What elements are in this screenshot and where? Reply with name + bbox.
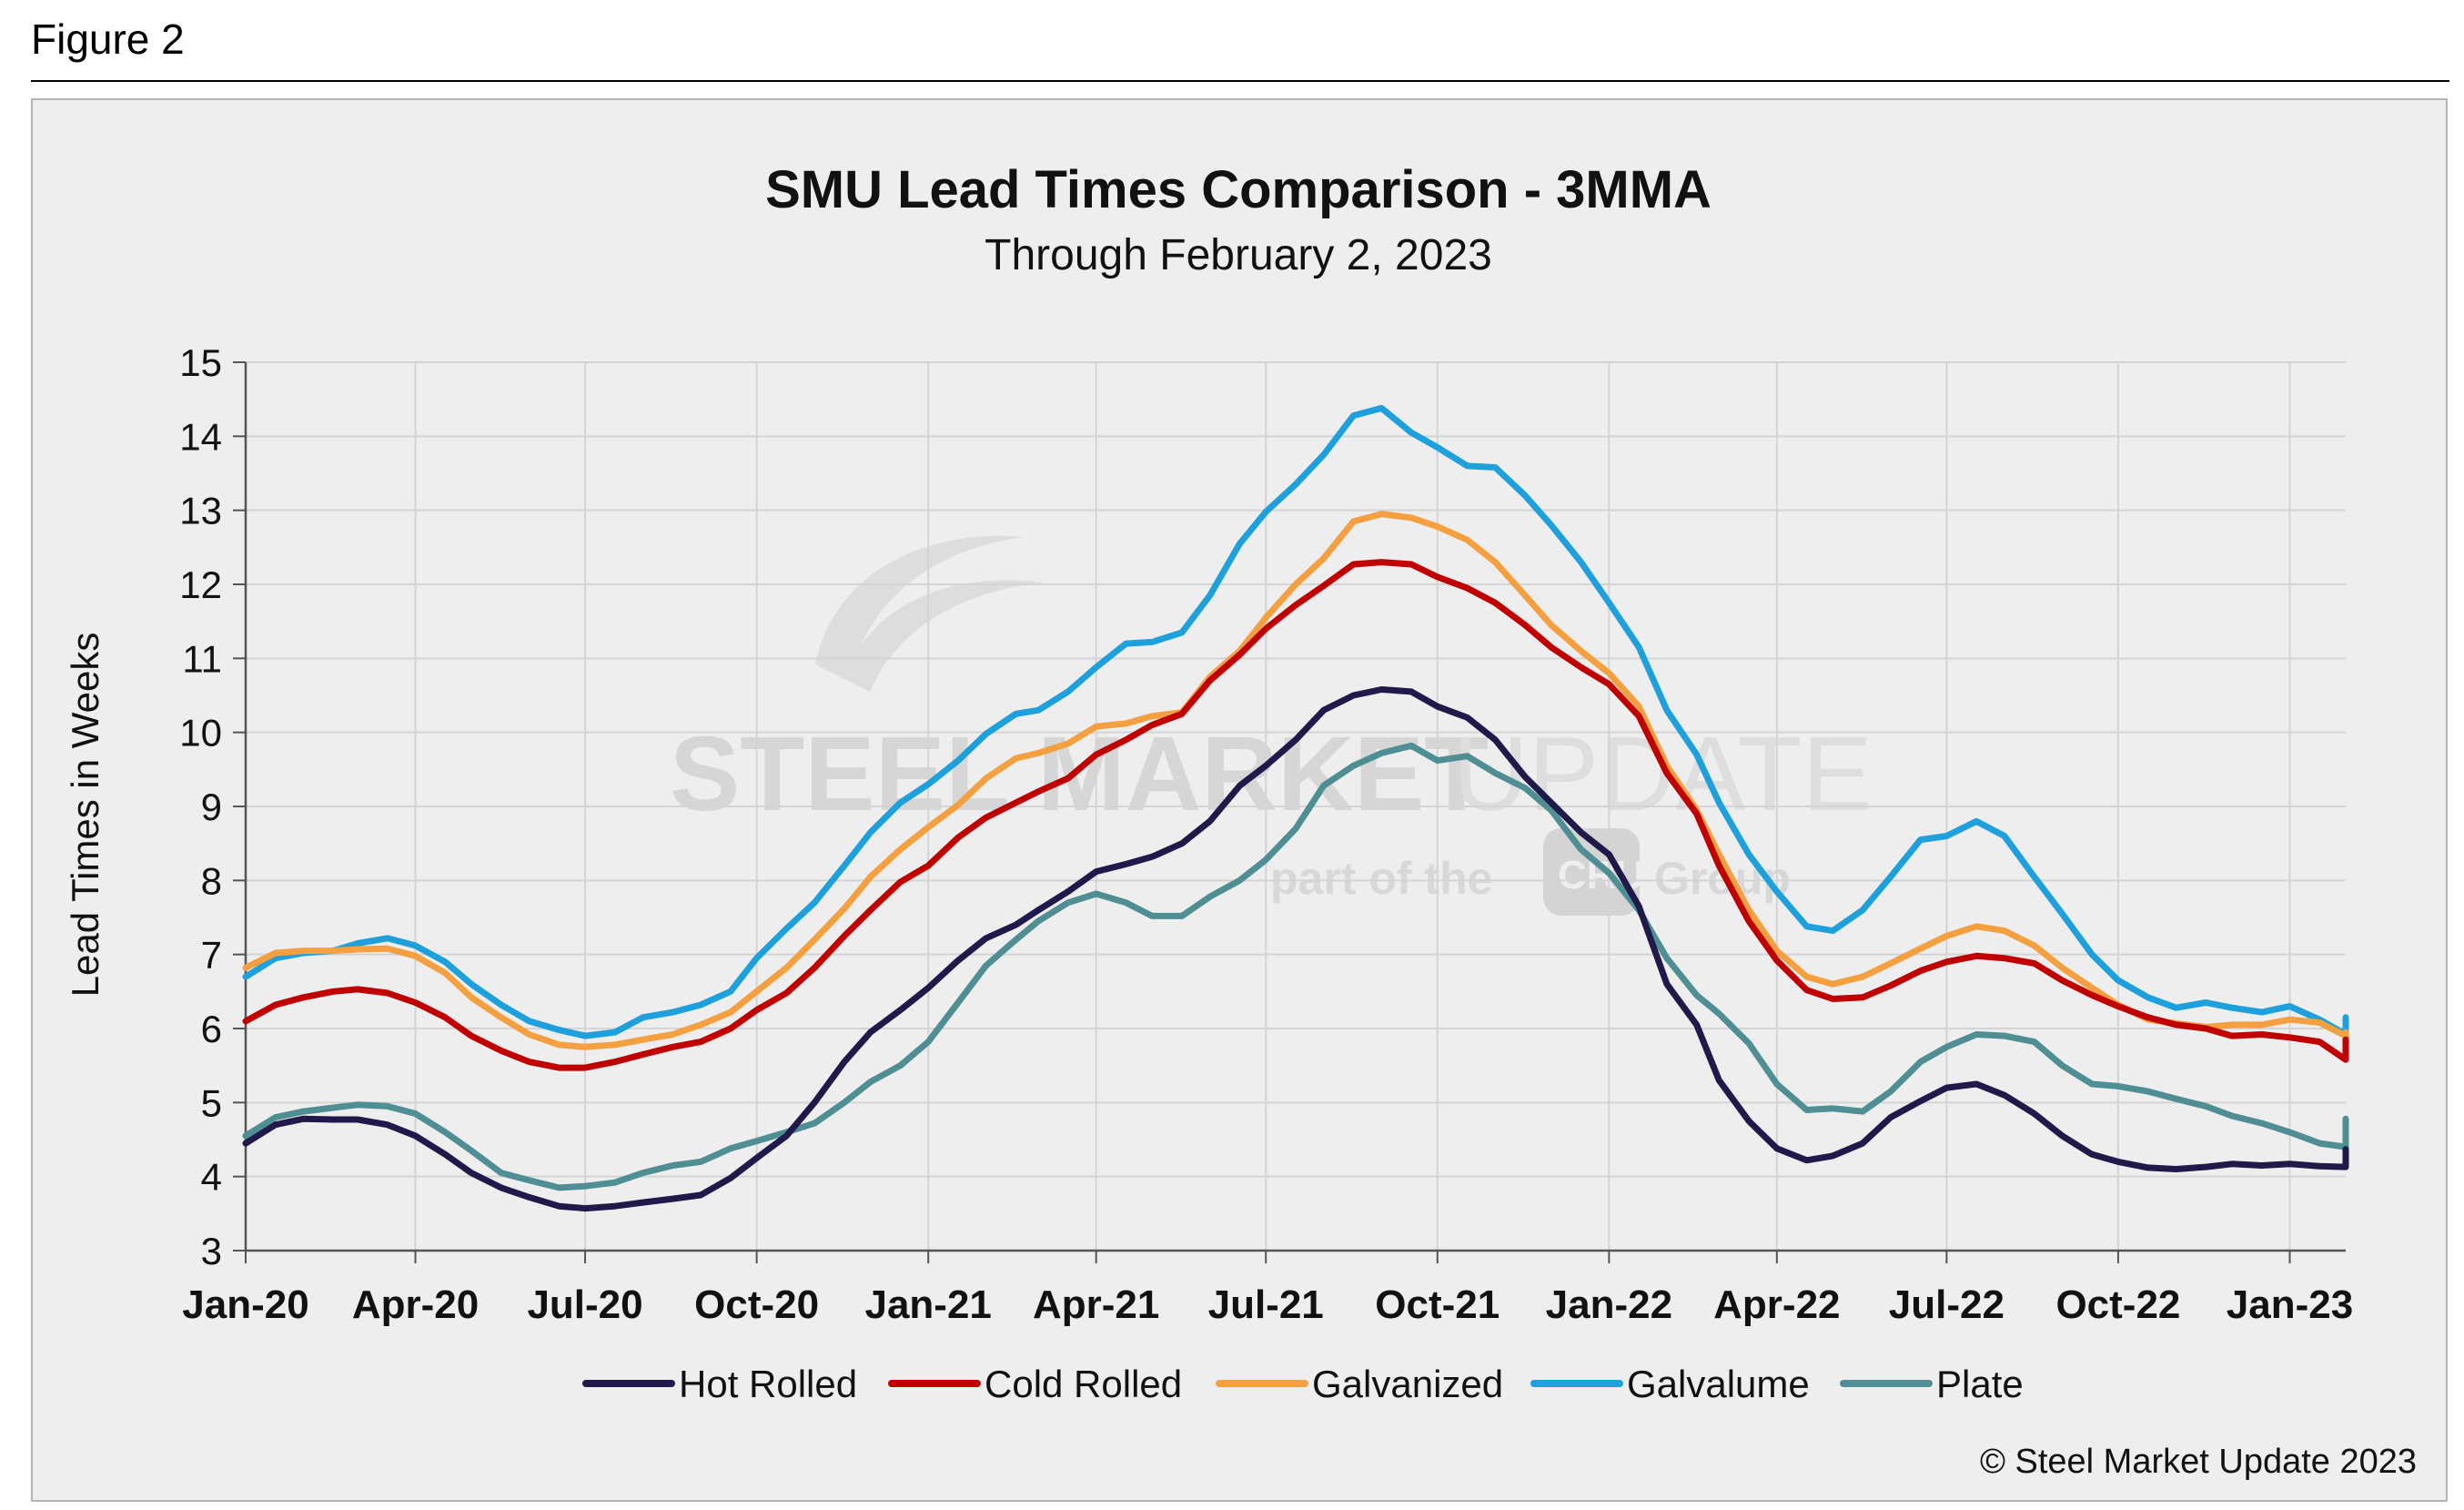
y-tick-label: 3 [201,1230,222,1272]
y-tick-label: 6 [201,1008,222,1050]
axes: 3 4 5 6 7 8 9 10 11 12 13 14 15 Jan-20 Apr-20 Jul-20 Oct… [179,341,2353,1327]
y-tick-label: 5 [201,1081,222,1124]
x-tick-label: Jul-21 [1208,1282,1324,1327]
x-tick-label: Jul-20 [527,1282,642,1327]
x-tick-label: Apr-20 [352,1282,479,1327]
watermark-tagline-left: part of the [1270,853,1492,904]
grid [246,361,2346,1251]
y-tick-label: 14 [179,415,222,458]
y-tick-label: 4 [201,1156,222,1199]
legend: Hot Rolled Cold Rolled Galvanized Galvalume… [582,1363,2024,1405]
series-line-hot-rolled [242,686,2349,1212]
y-tick-label: 13 [179,490,222,532]
series-line-galvanized [242,511,2349,1050]
x-tick-label: Oct-21 [1375,1282,1500,1327]
x-tick-label: Apr-22 [1713,1282,1840,1327]
x-tick-label: Oct-20 [694,1282,819,1327]
chart-frame: STEEL MARKET UPDATE part of the CRU Grou… [31,98,2448,1502]
legend-label-galvanized: Galvanized [1312,1363,1503,1405]
series-lines [242,404,2349,1212]
line-chart: STEEL MARKET UPDATE part of the CRU Grou… [64,160,2417,1481]
legend-label-galvalume: Galvalume [1627,1363,1810,1405]
copyright: © Steel Market Update 2023 [1980,1443,2417,1481]
x-tick-label: Jan-23 [2227,1282,2353,1327]
y-tick-label: 9 [201,785,222,828]
y-tick-label: 8 [201,859,222,902]
legend-label-hot-rolled: Hot Rolled [679,1363,857,1405]
x-tick-label: Jan-22 [1546,1282,1672,1327]
legend-label-plate: Plate [1936,1363,2024,1405]
x-tick-label: Jan-21 [864,1282,991,1327]
figure-label: Figure 2 [31,15,185,63]
chart-title: SMU Lead Times Comparison - 3MMA [765,160,1712,219]
series-line-cold-rolled [242,559,2349,1071]
x-tick-label: Jul-22 [1889,1282,2005,1327]
chart-subtitle: Through February 2, 2023 [985,231,1492,279]
header-rule [31,80,2449,82]
x-tick-label: Apr-21 [1033,1282,1159,1327]
y-tick-label: 12 [179,563,222,606]
x-tick-label: Oct-22 [2055,1282,2180,1327]
series-line-plate [242,742,2349,1191]
legend-label-cold-rolled: Cold Rolled [985,1363,1182,1405]
watermark-cru-badge [1543,828,1640,916]
y-tick-label: 15 [179,341,222,384]
y-tick-label: 11 [182,637,222,680]
y-tick-label: 7 [201,934,222,977]
x-tick-label: Jan-20 [182,1282,308,1327]
series-line-galvalume [242,404,2349,1046]
y-axis-label: Lead Times in Weeks [64,633,106,998]
y-tick-label: 10 [179,712,222,755]
